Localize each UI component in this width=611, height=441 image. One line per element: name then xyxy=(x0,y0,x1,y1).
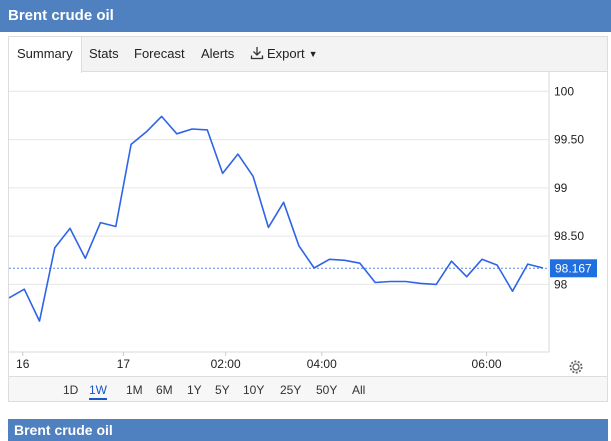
x-tick-label: 17 xyxy=(117,357,131,371)
range-50y[interactable]: 50Y xyxy=(316,383,338,397)
series-line xyxy=(8,115,544,322)
gear-icon[interactable] xyxy=(569,360,583,374)
range-5y[interactable]: 5Y xyxy=(215,383,230,397)
tab-summary[interactable]: Summary xyxy=(8,37,82,73)
section-title: Brent crude oil xyxy=(14,422,113,438)
y-tick-label: 100 xyxy=(554,84,574,98)
y-tick-label: 98 xyxy=(554,277,568,291)
x-tick-label: 16 xyxy=(16,357,30,371)
window-title: Brent crude oil xyxy=(8,7,114,24)
range-selector: 1D 1W 1M 6M 1Y 5Y 10Y 25Y 50Y All xyxy=(8,376,608,402)
range-10y[interactable]: 10Y xyxy=(243,383,265,397)
y-tick-labels: 98 98.50 99 99.50 100 xyxy=(554,84,584,291)
tab-forecast[interactable]: Forecast xyxy=(134,37,185,72)
x-tick-label: 02:00 xyxy=(211,357,241,371)
range-1d[interactable]: 1D xyxy=(63,383,79,397)
chevron-down-icon: ▼ xyxy=(308,49,318,59)
tab-alerts[interactable]: Alerts xyxy=(201,37,234,72)
window-title-bar: Brent crude oil xyxy=(0,0,611,32)
tab-forecast-label: Forecast xyxy=(134,46,185,61)
range-1y[interactable]: 1Y xyxy=(187,383,202,397)
range-6m[interactable]: 6M xyxy=(156,383,173,397)
tab-alerts-label: Alerts xyxy=(201,46,235,61)
x-tick-label: 06:00 xyxy=(472,357,502,371)
y-tick-label: 98.50 xyxy=(554,229,584,243)
tab-stats[interactable]: Stats xyxy=(89,37,119,72)
export-label: Export xyxy=(267,46,305,61)
current-value-badge-bg xyxy=(550,259,597,278)
tab-bar: Summary Stats Forecast Alerts Export ▼ xyxy=(8,36,608,73)
range-all[interactable]: All xyxy=(352,383,366,397)
x-tick-label: 04:00 xyxy=(307,357,337,371)
current-value-label: 98.167 xyxy=(555,261,592,275)
y-tick-label: 99.50 xyxy=(554,133,584,147)
export-menu-button[interactable]: Export ▼ xyxy=(250,37,318,72)
chart-gridlines xyxy=(9,90,549,285)
section-title-bar: Brent crude oil xyxy=(8,419,608,441)
line-chart-svg: 98 98.50 99 99.50 100 16 17 02:00 04:00 06:00 98… xyxy=(8,72,597,374)
range-25y[interactable]: 25Y xyxy=(280,383,302,397)
x-tick-labels: 16 17 02:00 04:00 06:00 xyxy=(16,352,502,371)
range-1w[interactable]: 1W xyxy=(89,383,107,400)
tab-stats-label: Stats xyxy=(89,46,119,61)
y-tick-label: 99 xyxy=(554,181,568,195)
range-1m[interactable]: 1M xyxy=(126,383,143,397)
current-value-badge: 98.167 xyxy=(550,259,597,278)
download-icon xyxy=(250,47,264,60)
tab-summary-label: Summary xyxy=(17,46,73,61)
price-chart[interactable]: 98 98.50 99 99.50 100 16 17 02:00 04:00 06:00 98… xyxy=(8,72,608,402)
